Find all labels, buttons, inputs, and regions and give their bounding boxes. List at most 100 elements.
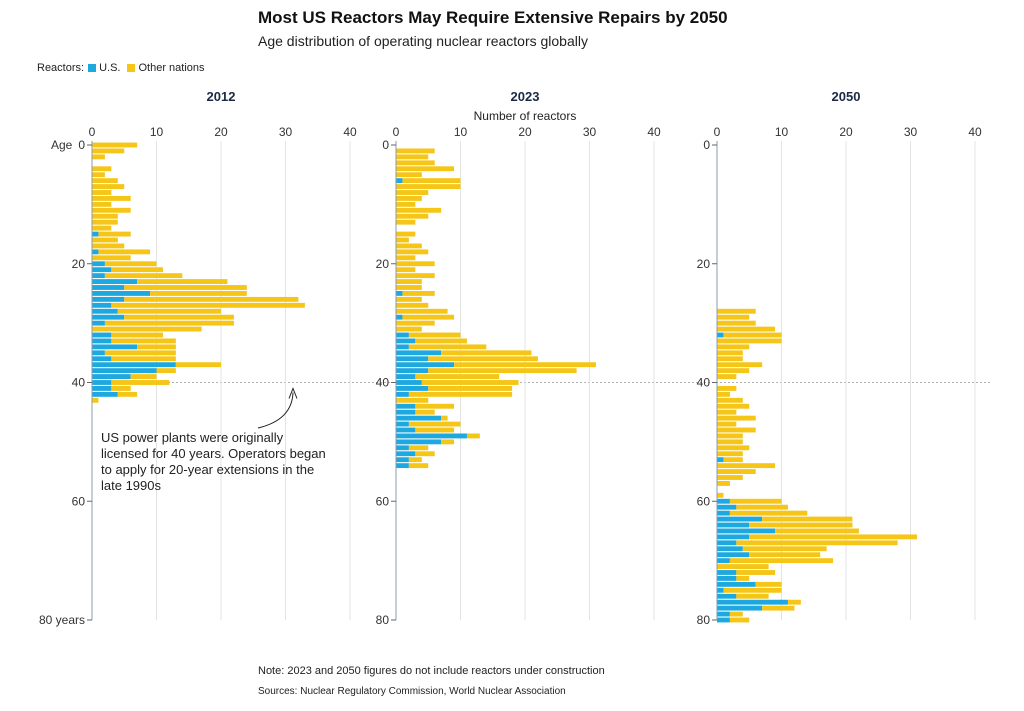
bar-other-2023 (408, 332, 461, 338)
bar-us-2050 (717, 504, 737, 510)
panel-title-2050: 2050 (832, 89, 861, 104)
y-tick-label-2050: 0 (703, 138, 710, 152)
bar-us-2012 (92, 380, 112, 385)
bar-other-2050 (717, 427, 756, 433)
x-tick-label-2023: 40 (647, 125, 661, 139)
x-tick-label-2012: 30 (279, 125, 293, 139)
bar-us-2012 (92, 314, 125, 320)
bar-other-2012 (111, 386, 131, 391)
bar-us-2050 (717, 611, 730, 617)
bar-us-2023 (396, 338, 416, 344)
bar-us-2012 (92, 302, 112, 308)
bar-other-2023 (396, 296, 422, 302)
bar-us-2023 (396, 457, 409, 463)
bar-other-2012 (92, 166, 112, 172)
bar-other-2050 (762, 516, 853, 522)
bar-us-2012 (92, 362, 176, 368)
bar-other-2050 (762, 605, 795, 611)
bar-other-2023 (396, 219, 416, 225)
bar-other-2050 (717, 374, 737, 379)
bar-us-2023 (396, 451, 416, 457)
bar-other-2012 (104, 273, 183, 279)
annotation-text-line: late 1990s (101, 478, 161, 493)
legend-swatch-us (88, 64, 97, 72)
bar-other-2023 (396, 172, 422, 178)
x-axis-label-2023: Number of reactors (474, 109, 577, 123)
bar-other-2023 (396, 160, 435, 166)
bar-other-2023 (396, 273, 435, 279)
bar-other-2050 (717, 356, 743, 362)
bar-other-2050 (717, 350, 743, 356)
bar-other-2023 (415, 403, 455, 409)
bar-other-2023 (396, 184, 461, 189)
bar-other-2050 (717, 481, 730, 486)
y-tick-label-2023: 60 (376, 494, 390, 508)
y-tick-label-2050: 20 (697, 257, 711, 271)
bar-us-2023 (396, 386, 429, 391)
bar-other-2012 (92, 255, 131, 261)
x-tick-label-2050: 40 (968, 125, 982, 139)
bar-us-2023 (396, 463, 409, 469)
bar-other-2012 (92, 225, 112, 231)
bar-other-2050 (717, 338, 782, 344)
bar-other-2012 (130, 374, 157, 379)
bar-other-2050 (717, 403, 750, 409)
bar-other-2050 (717, 463, 776, 469)
bar-other-2050 (729, 611, 743, 617)
bar-other-2012 (137, 279, 228, 284)
bar-other-2012 (92, 397, 99, 403)
bar-other-2023 (408, 391, 513, 397)
bar-other-2023 (396, 207, 442, 213)
annotation-text-line: US power plants were originally (101, 430, 284, 445)
legend-item-other: Other nations (138, 62, 205, 74)
bar-us-2023 (396, 421, 409, 427)
bar-us-2012 (92, 279, 138, 284)
y-tick-label-2012: 20 (72, 257, 86, 271)
bar-other-2050 (717, 397, 743, 403)
bar-other-2050 (717, 308, 756, 314)
y-tick-label-2050: 60 (697, 494, 711, 508)
x-tick-label-2023: 0 (393, 125, 400, 139)
bar-us-2023 (396, 178, 403, 184)
bar-us-2012 (92, 273, 105, 279)
bar-other-2012 (111, 356, 176, 362)
bar-other-2023 (396, 249, 429, 255)
x-tick-label-2050: 30 (904, 125, 918, 139)
bar-us-2050 (717, 457, 724, 463)
bar-other-2023 (421, 380, 519, 385)
bar-other-2050 (717, 445, 750, 451)
bar-us-2023 (396, 332, 409, 338)
bar-us-2050 (717, 516, 763, 522)
bar-us-2023 (396, 314, 403, 320)
bar-us-2050 (717, 605, 763, 611)
bar-us-2050 (717, 599, 788, 605)
bar-us-2050 (717, 332, 724, 338)
x-tick-label-2050: 10 (775, 125, 789, 139)
bar-other-2050 (717, 451, 743, 457)
bar-other-2023 (428, 368, 577, 374)
bar-other-2023 (466, 433, 480, 439)
bar-us-2012 (92, 356, 112, 362)
bar-other-2050 (717, 320, 756, 326)
annotation-arrowhead (288, 387, 298, 399)
bar-us-2012 (92, 386, 112, 391)
bar-other-2050 (717, 386, 737, 391)
bar-other-2012 (104, 261, 157, 267)
bar-us-2050 (717, 576, 737, 581)
bar-other-2023 (396, 326, 422, 332)
bar-other-2050 (717, 362, 763, 368)
bar-us-2012 (92, 344, 138, 350)
bar-us-2023 (396, 362, 455, 368)
bar-us-2050 (717, 558, 730, 564)
bar-us-2050 (717, 552, 750, 558)
bar-other-2050 (717, 475, 743, 480)
bar-other-2023 (428, 386, 513, 391)
bar-other-2023 (402, 178, 461, 184)
x-tick-label-2012: 40 (343, 125, 357, 139)
bar-us-2023 (396, 427, 416, 433)
bar-other-2023 (396, 267, 416, 273)
bar-other-2012 (124, 285, 247, 290)
bar-us-2050 (717, 617, 730, 623)
bar-other-2023 (396, 201, 416, 207)
